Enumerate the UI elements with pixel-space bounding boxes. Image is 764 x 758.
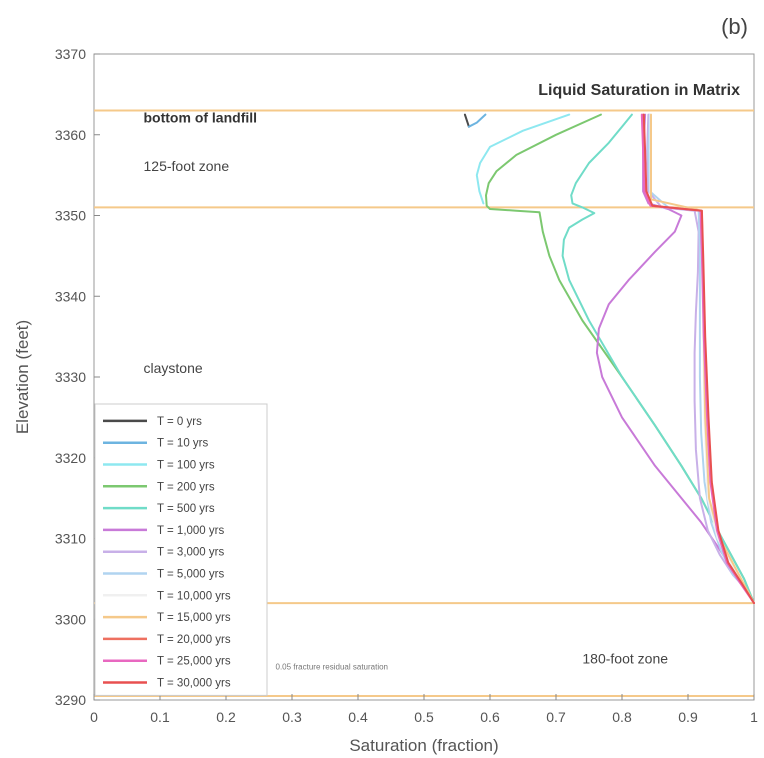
y-tick-label: 3310 <box>55 531 86 547</box>
x-tick-label: 0.8 <box>612 709 632 725</box>
chart-title: Liquid Saturation in Matrix <box>538 82 740 99</box>
series-line-1 <box>463 113 470 128</box>
legend-entry: T = 3,000 yrs <box>157 547 224 559</box>
series-line-7 <box>646 113 755 605</box>
legend-box <box>94 403 268 696</box>
legend: T = 0 yrs T = 10 yrs T = 100 yrs T = 200 yr… <box>94 403 268 696</box>
legend-entry: T = 0 yrs <box>157 416 202 428</box>
legend-entry: T = 500 yrs <box>157 503 215 515</box>
legend-entry: T = 200 yrs <box>157 481 215 493</box>
series-line-2 <box>467 113 487 128</box>
legend-entry: T = 100 yrs <box>157 460 215 472</box>
series-line-8 <box>647 113 755 605</box>
series-line-3 <box>475 113 571 205</box>
legend-entry: T = 10 yrs <box>157 438 208 450</box>
series-line-11 <box>642 113 755 605</box>
x-tick-label: 1 <box>750 709 758 725</box>
legend-entry: T = 30,000 yrs <box>157 678 231 690</box>
legend-entry: T = 1,000 yrs <box>157 525 224 537</box>
x-tick-label: 0.9 <box>678 709 698 725</box>
x-tick-label: 0.4 <box>348 709 368 725</box>
x-tick-label: 0.7 <box>546 709 566 725</box>
series-line-13 <box>642 113 755 605</box>
legend-entry: T = 10,000 yrs <box>157 590 231 602</box>
x-tick-label: 0.3 <box>282 709 302 725</box>
series-line-6 <box>595 113 755 605</box>
plot-area: 0 0.1 0.2 0.3 0.4 0.5 0.6 0.7 0.8 0.9 1 3290 3300 331… <box>55 46 758 725</box>
y-tick-label: 3370 <box>55 46 86 62</box>
annotation-2: 125-foot zone <box>144 158 230 174</box>
x-tick-label: 0.2 <box>216 709 236 725</box>
y-tick-label: 3360 <box>55 127 86 143</box>
x-tick-label: 0.1 <box>150 709 170 725</box>
legend-entry: T = 20,000 yrs <box>157 634 231 646</box>
annotation-3: claystone <box>144 360 203 376</box>
y-tick-label: 3300 <box>55 611 86 627</box>
y-axis-title: Elevation (feet) <box>13 320 32 434</box>
legend-entry: T = 15,000 yrs <box>157 612 231 624</box>
y-tick-label: 3330 <box>55 369 86 385</box>
annotation-1: bottom of landfill <box>144 110 258 126</box>
y-tick-label: 3340 <box>55 288 86 304</box>
y-tick-label: 3290 <box>55 692 86 708</box>
series-line-9 <box>649 113 755 605</box>
y-tick-label: 3350 <box>55 208 86 224</box>
series-line-10 <box>650 113 755 605</box>
y-tick-label: 3320 <box>55 450 86 466</box>
legend-entry: T = 5,000 yrs <box>157 569 224 581</box>
x-tick-label: 0.5 <box>414 709 434 725</box>
series-line-12 <box>640 113 755 605</box>
x-tick-label: 0.6 <box>480 709 500 725</box>
legend-entry: T = 25,000 yrs <box>157 656 231 668</box>
annotation-4: 180-foot zone <box>582 651 668 667</box>
x-tick-label: 0 <box>90 709 98 725</box>
series-line-5 <box>561 113 755 605</box>
x-axis-title: Saturation (fraction) <box>349 736 498 755</box>
annotation-5: 0.05 fracture residual saturation <box>276 662 389 671</box>
panel-label: (b) <box>721 14 748 39</box>
